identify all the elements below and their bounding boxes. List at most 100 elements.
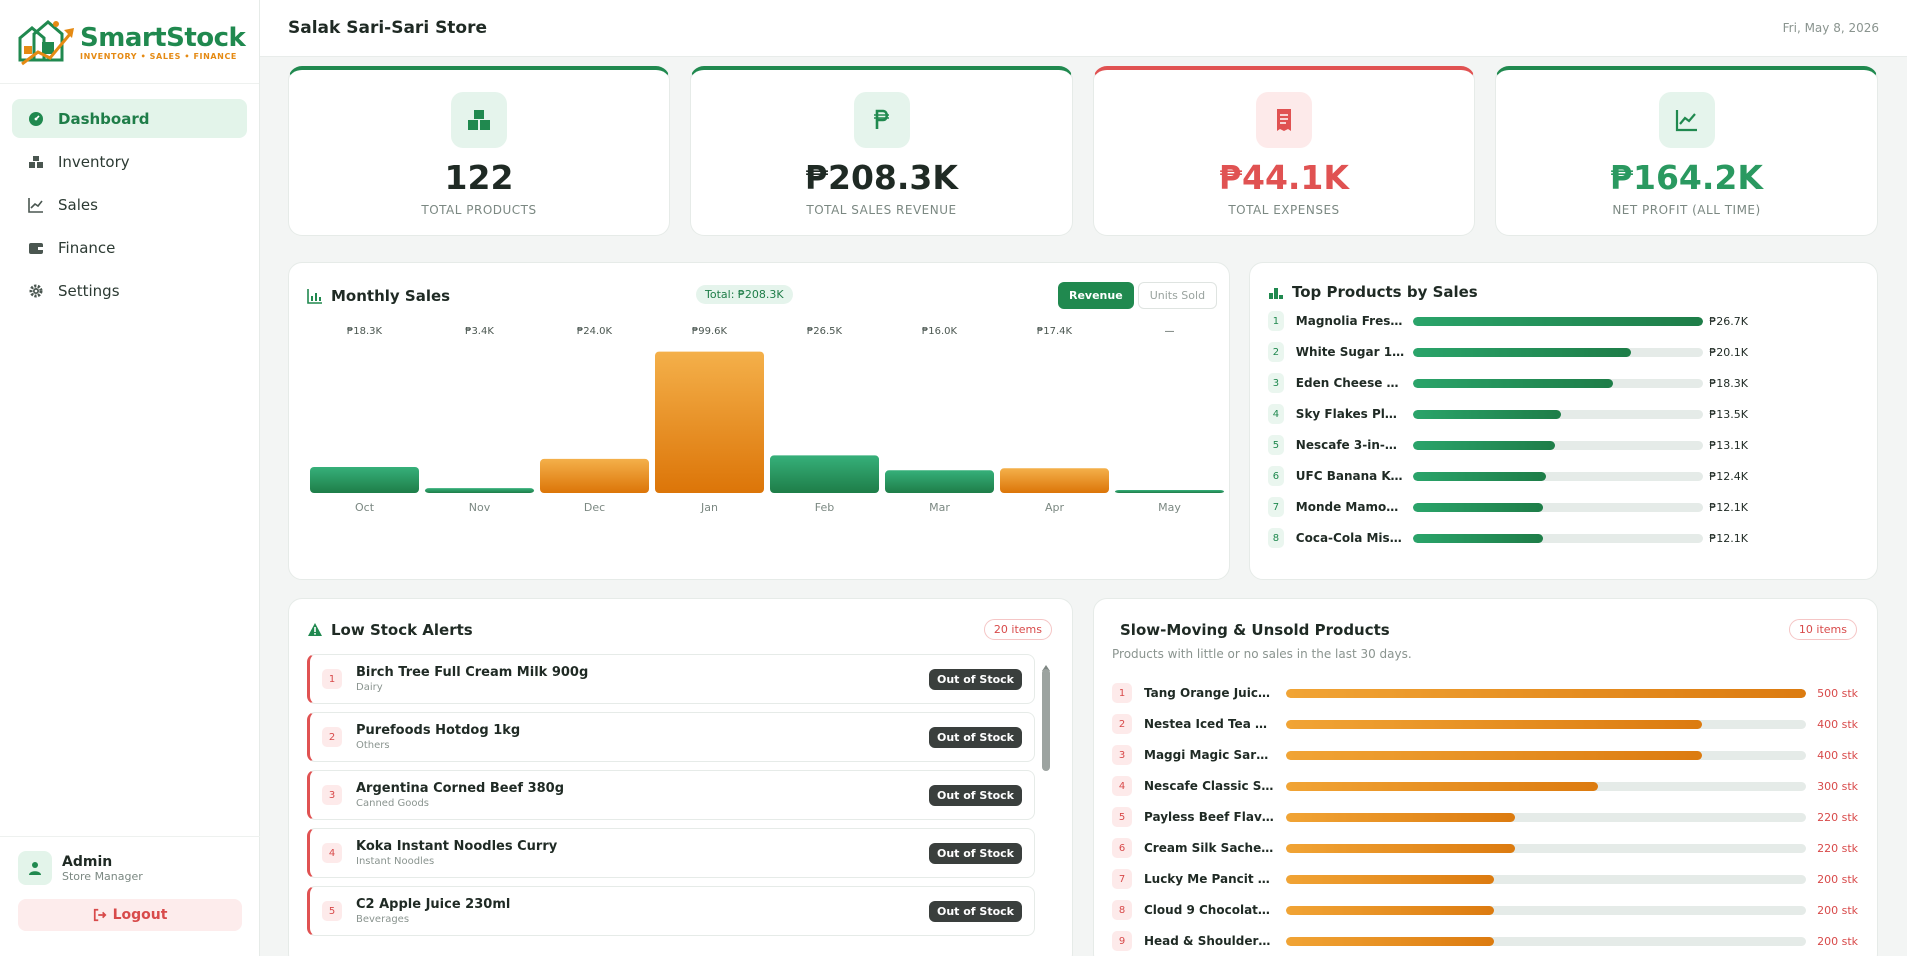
sales-bar-track [1412, 409, 1704, 419]
bar-value-label: ₱26.5K [807, 326, 843, 337]
slow-moving-row[interactable]: 5 Payless Beef Flavor 220 stk [1112, 806, 1860, 828]
product-name: Payless Beef Flavor [1144, 810, 1274, 824]
top-product-row[interactable]: 5 Nescafe 3-in-1 Origi... ₱13.1K [1268, 434, 1748, 456]
low-stock-panel: Low Stock Alerts 20 items 1 Birch Tree Fu… [288, 598, 1073, 956]
units-sold-toggle-button[interactable]: Units Sold [1137, 282, 1218, 309]
brand-logo[interactable]: SmartStock INVENTORY • SALES • FINANCE [0, 0, 259, 84]
brand-tagline: INVENTORY • SALES • FINANCE [80, 51, 238, 61]
stock-bar-fill [1286, 905, 1494, 915]
sales-bar-fill [1412, 409, 1561, 419]
sidebar-item-dashboard[interactable]: Dashboard [12, 99, 247, 138]
stock-bar-fill [1286, 812, 1515, 822]
bar-jan[interactable] [655, 351, 764, 493]
bar-value-label: — [1165, 326, 1175, 337]
top-product-row[interactable]: 6 UFC Banana Ketchup... ₱12.4K [1268, 465, 1748, 487]
low-stock-scrollbar[interactable] [1042, 657, 1050, 956]
product-name: Birch Tree Full Cream Milk 900g [356, 665, 589, 680]
slow-moving-row[interactable]: 1 Tang Orange Juice S... 500 stk [1112, 682, 1860, 704]
low-stock-item[interactable]: 2 Purefoods Hotdog 1kg Others Out of Stock [307, 712, 1035, 762]
sales-value: ₱20.1K [1709, 345, 1748, 359]
monthly-sales-panel: Monthly Sales Total: ₱208.3K Revenue Uni… [288, 262, 1230, 580]
product-name: Sky Flakes Plain Crac... [1295, 407, 1405, 421]
slow-moving-row[interactable]: 3 Maggi Magic Sarap 8g 400 stk [1112, 744, 1860, 766]
slow-moving-row[interactable]: 8 Cloud 9 Chocolate B... 200 stk [1112, 899, 1860, 921]
low-stock-item[interactable]: 1 Birch Tree Full Cream Milk 900g Dairy Out… [307, 654, 1035, 704]
product-name: Head & Shoulders Sa... [1144, 934, 1274, 948]
out-of-stock-badge: Out of Stock [928, 669, 1022, 690]
bar-value-label: ₱3.4K [465, 326, 494, 337]
stat-label: TOTAL PRODUCTS [421, 203, 537, 217]
product-name: Purefoods Hotdog 1kg [356, 723, 521, 738]
slow-moving-row[interactable]: 9 Head & Shoulders Sa... 200 stk [1112, 930, 1860, 952]
rank-badge: 8 [1112, 900, 1132, 920]
top-products-panel: Top Products by Sales 1 Magnolia Fresh Mi… [1249, 262, 1878, 580]
bar-feb[interactable] [770, 455, 879, 493]
stock-bar-track [1286, 905, 1806, 915]
sidebar-item-finance[interactable]: Finance [12, 228, 247, 267]
product-name: Cloud 9 Chocolate B... [1144, 903, 1274, 917]
wallet-icon [28, 240, 44, 256]
revenue-toggle-button[interactable]: Revenue [1058, 282, 1134, 309]
logout-button[interactable]: Logout [18, 899, 242, 931]
sales-total-badge: Total: ₱208.3K [696, 285, 793, 304]
top-product-row[interactable]: 4 Sky Flakes Plain Crac... ₱13.5K [1268, 403, 1748, 425]
scrollbar-thumb[interactable] [1042, 669, 1050, 771]
product-category: Others [356, 740, 390, 751]
stock-value: 200 stk [1817, 872, 1858, 886]
stock-bar-fill [1286, 874, 1494, 884]
monthly-sales-chart-svg: ₱18.3K Oct ₱3.4K Nov ₱24.0K Dec ₱99.6K Jan ₱26.5… [310, 326, 1224, 514]
stat-label: TOTAL EXPENSES [1228, 203, 1340, 217]
gear-icon [28, 283, 44, 299]
low-stock-item[interactable]: 3 Argentina Corned Beef 380g Canned Goods O… [307, 770, 1035, 820]
topbar: Salak Sari-Sari Store Fri, May 8, 2026 [260, 0, 1907, 57]
slow-moving-title: Slow-Moving & Unsold Products [1120, 621, 1390, 639]
slow-moving-row[interactable]: 7 Lucky Me Pancit Can... 200 stk [1112, 868, 1860, 890]
top-product-row[interactable]: 8 Coca-Cola Mismo 23... ₱12.1K [1268, 527, 1748, 549]
low-stock-item[interactable]: 5 C2 Apple Juice 230ml Beverages Out of Sto… [307, 886, 1035, 936]
bar-value-label: ₱24.0K [577, 326, 613, 337]
bar-may[interactable] [1115, 490, 1224, 493]
bar-apr[interactable] [1000, 468, 1109, 493]
metric-toggle: Revenue Units Sold [1058, 282, 1218, 309]
bar-value-label: ₱17.4K [1037, 326, 1073, 337]
bar-mar[interactable] [885, 470, 994, 493]
sidebar-item-sales[interactable]: Sales [12, 185, 247, 224]
product-name: Lucky Me Pancit Can... [1144, 872, 1274, 886]
low-stock-item[interactable]: 4 Koka Instant Noodles Curry Instant Noodl… [307, 828, 1035, 878]
out-of-stock-badge: Out of Stock [928, 901, 1022, 922]
sidebar-nav: Dashboard Inventory Sales Finance [0, 84, 259, 329]
top-product-row[interactable]: 3 Eden Cheese 165g ₱18.3K [1268, 372, 1748, 394]
top-product-row[interactable]: 7 Monde Mamon 10s ₱12.1K [1268, 496, 1748, 518]
bar-dec[interactable] [540, 458, 649, 493]
bar-nov[interactable] [425, 488, 534, 493]
bar-oct[interactable] [310, 467, 419, 493]
monthly-sales-title-text: Monthly Sales [331, 287, 451, 305]
sales-bar-fill [1412, 378, 1614, 388]
top-product-row[interactable]: 1 Magnolia Fresh Milk 1L ₱26.7K [1268, 310, 1748, 332]
stat-card-net-profit: ₱164.2K NET PROFIT (ALL TIME) [1495, 66, 1878, 236]
top-product-row[interactable]: 2 White Sugar 1kg ₱20.1K [1268, 341, 1748, 363]
top-products-title: Top Products by Sales [1268, 283, 1478, 301]
stat-value: ₱208.3K [805, 158, 958, 197]
rank-badge: 2 [1268, 342, 1284, 362]
sales-value: ₱18.3K [1709, 376, 1748, 390]
user-panel: Admin Store Manager Logout [0, 836, 260, 956]
sidebar-item-inventory[interactable]: Inventory [12, 142, 247, 181]
sales-bar-fill [1412, 316, 1704, 326]
stat-label: TOTAL SALES REVENUE [806, 203, 957, 217]
product-category: Instant Noodles [356, 856, 435, 867]
slow-moving-row[interactable]: 6 Cream Silk Sachet 10... 220 stk [1112, 837, 1860, 859]
sidebar-item-settings[interactable]: Settings [12, 271, 247, 310]
rank-badge: 1 [322, 669, 342, 689]
slow-moving-row[interactable]: 2 Nestea Iced Tea Lem... 400 stk [1112, 713, 1860, 735]
peso-icon [853, 92, 910, 148]
rank-badge: 6 [1268, 466, 1284, 486]
stock-value: 500 stk [1817, 686, 1858, 700]
sales-value: ₱13.1K [1709, 438, 1748, 452]
sidebar-item-label: Inventory [58, 152, 130, 171]
slow-moving-row[interactable]: 4 Nescafe Classic Sac... 300 stk [1112, 775, 1860, 797]
product-category: Canned Goods [356, 798, 430, 809]
logout-icon [93, 908, 107, 922]
out-of-stock-badge: Out of Stock [928, 727, 1022, 748]
